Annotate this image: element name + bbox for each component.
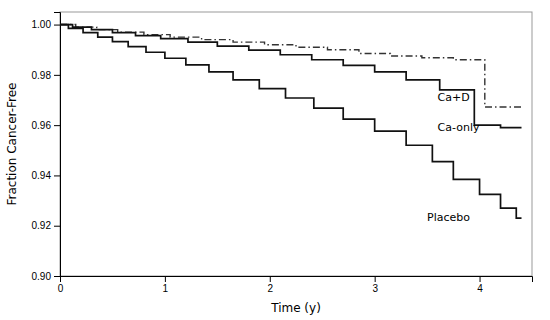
- tick: 0: [58, 276, 64, 294]
- tick-label: 3: [372, 283, 378, 294]
- tick: 3: [372, 276, 378, 294]
- tick: 1: [163, 276, 169, 294]
- tick-mark: [54, 75, 60, 76]
- tick: 0.98: [32, 70, 60, 81]
- tick-label: 0.90: [32, 271, 52, 282]
- y-axis-title: Fraction Cancer-Free: [5, 83, 19, 206]
- tick-label: 4: [477, 283, 483, 294]
- chart: 0 1 2 3 4 0.90 0.92 0.94 0.96 0.98 1.00 Time (y) Fra…: [0, 0, 550, 320]
- plot-frame: [60, 12, 532, 276]
- tick-mark: [270, 276, 271, 282]
- tick: 2: [267, 276, 273, 294]
- tick: 0.96: [32, 120, 60, 131]
- tick: 4: [477, 276, 483, 294]
- tick-label: 0.98: [32, 70, 52, 81]
- axis-line: [61, 277, 533, 283]
- annotation: Placebo: [427, 211, 470, 224]
- tick-mark: [54, 226, 60, 227]
- series-line: [60, 25, 522, 107]
- y-axis: 0.90 0.92 0.94 0.96 0.98 1.00: [32, 13, 61, 282]
- series-line: [60, 25, 522, 219]
- tick-mark: [54, 25, 60, 26]
- tick-label: 0.92: [32, 220, 52, 231]
- tick-label: 1: [163, 283, 169, 294]
- tick-mark: [480, 276, 481, 282]
- tick-mark: [54, 276, 60, 277]
- tick: 0.90: [32, 271, 60, 282]
- tick: 1.00: [32, 19, 60, 30]
- tick-label: 0.94: [32, 170, 52, 181]
- annotation: Ca+D: [438, 91, 470, 104]
- tick-mark: [375, 276, 376, 282]
- tick-mark: [54, 125, 60, 126]
- annotation: Ca-only: [438, 121, 480, 134]
- x-axis: 0 1 2 3 4: [58, 276, 533, 294]
- plot-area: [60, 25, 522, 219]
- tick-mark: [165, 276, 166, 282]
- x-axis-title: Time (y): [270, 301, 321, 315]
- axis-line: [54, 13, 61, 277]
- tick-label: 2: [267, 283, 273, 294]
- tick-label: 1.00: [32, 19, 52, 30]
- tick: 0.92: [32, 220, 60, 231]
- tick-mark: [54, 175, 60, 176]
- tick-label: 0.96: [32, 120, 52, 131]
- tick: 0.94: [32, 170, 60, 181]
- tick-label: 0: [58, 283, 64, 294]
- series-line: [60, 25, 522, 128]
